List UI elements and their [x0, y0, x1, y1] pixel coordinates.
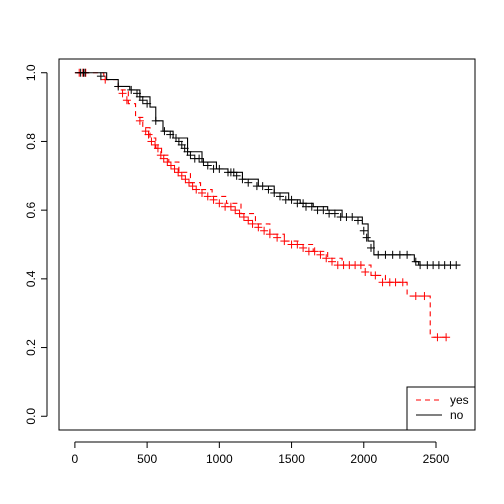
- censor-mark-yes: [399, 278, 407, 286]
- censor-mark-yes: [316, 251, 324, 259]
- censor-mark-yes: [266, 230, 274, 238]
- censor-mark-yes: [204, 192, 212, 200]
- censor-mark-no: [199, 158, 207, 166]
- censor-mark-yes: [392, 278, 400, 286]
- censor-mark-no: [319, 206, 327, 214]
- censor-mark-no: [160, 127, 168, 135]
- censor-mark-no: [81, 69, 89, 77]
- censor-mark-no: [308, 203, 316, 211]
- censor-mark-no: [276, 192, 284, 200]
- y-tick-label: 1.0: [24, 64, 38, 81]
- censor-mark-yes: [260, 227, 268, 235]
- censor-mark-no: [348, 213, 356, 221]
- x-tick-label: 1500: [278, 452, 305, 466]
- censor-mark-no: [114, 82, 122, 90]
- x-tick-label: 500: [137, 452, 157, 466]
- censor-mark-yes: [171, 165, 179, 173]
- y-tick-label: 0.6: [24, 201, 38, 218]
- censor-mark-yes: [192, 186, 200, 194]
- censor-mark-yes: [198, 189, 206, 197]
- censor-mark-yes: [231, 206, 239, 214]
- censor-mark-no: [381, 251, 389, 259]
- censor-mark-yes: [240, 213, 248, 221]
- censor-mark-yes: [174, 168, 182, 176]
- legend-label-no: no: [450, 408, 464, 422]
- legend-label-yes: yes: [450, 393, 469, 407]
- censor-mark-yes: [123, 96, 131, 104]
- censor-mark-no: [238, 175, 246, 183]
- x-axis: 0 500 1000 1500 2000 2500: [72, 442, 450, 466]
- censor-mark-yes: [215, 199, 223, 207]
- censor-mark-no: [244, 179, 252, 187]
- censor-mark-yes: [181, 175, 189, 183]
- censor-mark-yes: [227, 203, 235, 211]
- censor-mark-yes: [420, 292, 428, 300]
- censor-mark-yes: [189, 182, 197, 190]
- series-curve-yes: [75, 73, 446, 338]
- censor-mark-yes: [210, 196, 218, 204]
- censor-mark-no: [374, 251, 382, 259]
- censor-mark-no: [152, 117, 160, 125]
- censor-mark-yes: [167, 161, 175, 169]
- y-axis: 0.0 0.2 0.4 0.6 0.8 1.0: [24, 64, 47, 425]
- censor-mark-yes: [361, 268, 369, 276]
- censor-mark-yes: [357, 261, 365, 269]
- censor-mark-no: [452, 261, 460, 269]
- censor-mark-yes: [273, 234, 281, 242]
- y-tick-label: 0.4: [24, 270, 38, 287]
- censor-mark-yes: [185, 179, 193, 187]
- censor-mark-yes: [147, 137, 155, 145]
- censor-mark-yes: [163, 158, 171, 166]
- censor-mark-yes: [119, 89, 127, 97]
- censor-mark-no: [204, 161, 212, 169]
- censor-mark-no: [354, 216, 362, 224]
- x-tick-label: 2500: [423, 452, 450, 466]
- censor-mark-no: [331, 210, 339, 218]
- censor-mark-yes: [244, 216, 252, 224]
- censor-mark-yes: [236, 210, 244, 218]
- censor-mark-yes: [293, 241, 301, 249]
- censor-mark-no: [270, 189, 278, 197]
- censor-mark-yes: [311, 247, 319, 255]
- censor-mark-no: [363, 234, 371, 242]
- censor-mark-yes: [178, 172, 186, 180]
- censor-mark-yes: [412, 292, 420, 300]
- legend: yes no: [407, 387, 475, 430]
- censor-mark-no: [403, 251, 411, 259]
- y-tick-label: 0.2: [24, 339, 38, 356]
- x-tick-label: 1000: [206, 452, 233, 466]
- censor-mark-no: [396, 251, 404, 259]
- censor-mark-no: [259, 182, 267, 190]
- series-layer: [75, 69, 461, 342]
- censor-mark-yes: [299, 244, 307, 252]
- censor-mark-yes: [254, 223, 262, 231]
- censor-mark-yes: [280, 237, 288, 245]
- censor-mark-yes: [322, 254, 330, 262]
- y-tick-label: 0.0: [24, 408, 38, 425]
- censor-mark-yes: [442, 333, 450, 341]
- censor-mark-yes: [328, 258, 336, 266]
- censor-mark-yes: [433, 333, 441, 341]
- series-curve-no: [75, 73, 461, 265]
- censor-mark-no: [360, 227, 368, 235]
- censor-mark-no: [416, 261, 424, 269]
- plot-frame: [59, 59, 475, 430]
- x-tick-label: 0: [72, 452, 79, 466]
- censor-mark-no: [264, 186, 272, 194]
- censor-mark-yes: [371, 271, 379, 279]
- y-tick-label: 0.8: [24, 133, 38, 150]
- censor-mark-no: [389, 251, 397, 259]
- x-tick-label: 2000: [350, 452, 377, 466]
